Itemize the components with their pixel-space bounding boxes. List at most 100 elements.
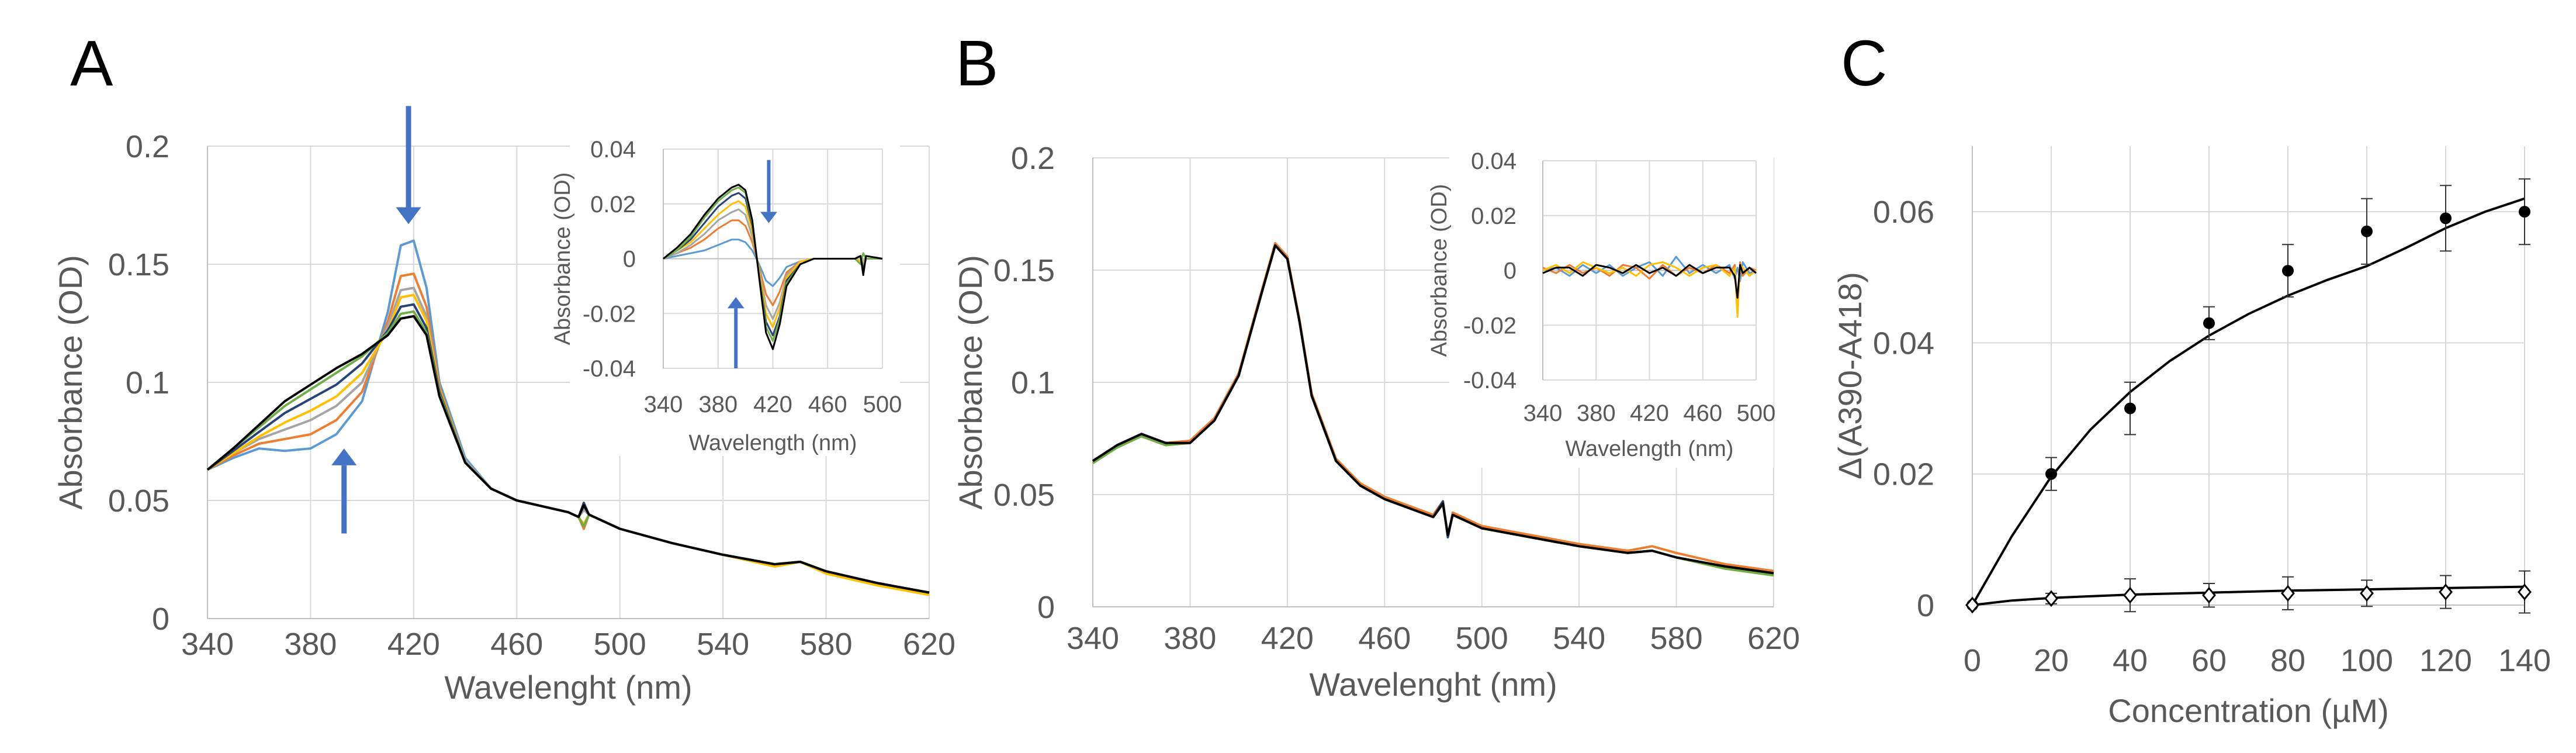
b-main-x-tick-label: 500	[1456, 621, 1508, 656]
a-inset-y-tick-label: -0.02	[583, 301, 636, 327]
a-inset-series-black	[663, 184, 883, 350]
b-main-series-black	[1092, 244, 1774, 575]
b-main-x-tick-label: 460	[1358, 621, 1411, 656]
b-main-y-tick-label: 0.05	[993, 478, 1055, 513]
a-main-y-axis-title: Absorbance (OD)	[52, 255, 89, 510]
a-inset-y-tick-label: 0	[623, 247, 636, 272]
b-main-series-orange	[1092, 241, 1774, 572]
c-main-fit-line-filled	[1971, 197, 2525, 606]
b-inset-y-tick-label: 0	[1504, 258, 1516, 284]
c-main-point-open	[1965, 596, 1979, 614]
b-inset-y-tick-label: -0.02	[1463, 313, 1516, 338]
chart-c-main: 0 20 40 60 80 100 120 140 0 0.02 0.04 0.06 Concentra…	[1831, 146, 2551, 729]
c-main-point-open	[2123, 586, 2137, 604]
c-main-x-tick-label: 120	[2419, 643, 2472, 678]
c-main-x-tick-label: 20	[2034, 643, 2069, 678]
b-inset-x-tick-label: 460	[1683, 400, 1722, 426]
a-inset-series-green	[663, 186, 882, 342]
a-main-y-tick-label: 0.05	[108, 483, 169, 519]
b-main-y-tick-label: 0.2	[1011, 141, 1055, 176]
a-main-x-tick-label: 420	[387, 627, 440, 662]
c-main-point-open	[2360, 585, 2374, 602]
b-main-y-tick-label: 0.15	[993, 253, 1055, 288]
a-main-arrow-up-head	[331, 448, 357, 465]
b-inset-y-axis-title: Absorbance (OD)	[1427, 184, 1452, 357]
a-inset-x-tick-label: 460	[808, 392, 847, 417]
a-inset-arrow-down-head	[760, 212, 777, 223]
panel-label-b: B	[955, 27, 998, 99]
c-main-point-open	[2439, 583, 2453, 600]
b-inset-series-black	[1542, 264, 1757, 299]
a-inset-y-tick-label: 0.04	[590, 137, 636, 163]
a-inset-series-yellow	[663, 200, 883, 329]
a-main-x-tick-label: 580	[800, 627, 853, 662]
b-main-x-tick-label: 620	[1747, 621, 1800, 656]
b-main-x-tick-label: 540	[1553, 621, 1605, 656]
c-main-point-filled	[2203, 317, 2215, 329]
c-main-x-tick-label: 80	[2270, 643, 2305, 678]
b-inset-x-tick-label: 500	[1737, 400, 1776, 426]
b-inset-x-tick-label: 420	[1630, 400, 1669, 426]
b-inset-x-tick-label: 340	[1524, 400, 1563, 426]
c-main-x-tick-label: 100	[2340, 643, 2393, 678]
b-main-x-axis-title: Wavelenght (nm)	[1309, 666, 1557, 703]
b-inset-y-tick-label: -0.04	[1463, 368, 1516, 393]
b-inset-y-tick-label: 0.04	[1471, 148, 1516, 174]
a-main-x-tick-label: 540	[697, 627, 749, 662]
a-main-y-tick-label: 0.15	[108, 247, 169, 282]
b-inset-x-tick-label: 380	[1577, 400, 1616, 426]
a-inset-x-tick-label: 420	[753, 392, 792, 417]
c-main-x-tick-label: 40	[2113, 643, 2148, 678]
c-main-point-open	[2518, 583, 2532, 600]
c-main-point-open	[2281, 585, 2295, 602]
a-main-x-tick-label: 460	[490, 627, 543, 662]
b-main-x-tick-label: 340	[1067, 621, 1119, 656]
c-main-point-filled	[2282, 265, 2294, 277]
c-main-point-filled	[2519, 206, 2530, 218]
a-main-y-tick-label: 0	[152, 602, 169, 637]
a-inset-inset-background	[570, 137, 900, 456]
panel-label-c: C	[1841, 27, 1887, 99]
a-main-x-tick-label: 380	[284, 627, 337, 662]
a-inset-x-tick-label: 500	[863, 392, 902, 417]
chart-a-main: 340 380 420 460 500 540 580 620 0 0.05 0.1 0.15 0.2 W…	[52, 106, 955, 706]
a-main-arrow-down-head	[396, 207, 421, 224]
a-main-x-axis-title: Wavelenght (nm)	[444, 669, 692, 706]
c-main-y-tick-label: 0.06	[1873, 195, 1934, 230]
c-main-x-tick-label: 0	[1964, 643, 1981, 678]
a-inset-x-tick-label: 340	[644, 392, 683, 417]
c-main-point-open	[2202, 586, 2216, 604]
a-main-y-tick-label: 0.1	[126, 365, 169, 400]
panel-label-a: A	[70, 27, 113, 99]
c-main-point-filled	[2361, 225, 2373, 237]
c-main-x-tick-label: 60	[2191, 643, 2227, 678]
a-inset-y-axis-title: Absorbance (OD)	[550, 172, 575, 346]
c-main-y-tick-label: 0	[1917, 588, 1934, 623]
c-main-x-tick-label: 140	[2498, 643, 2551, 678]
b-main-y-tick-label: 0.1	[1011, 365, 1055, 400]
c-main-y-tick-label: 0.04	[1873, 326, 1934, 361]
c-main-point-filled	[2124, 402, 2136, 415]
b-inset-inset-background	[1449, 149, 1774, 468]
b-inset-x-axis-title: Wavelength (nm)	[1566, 437, 1734, 461]
c-main-x-axis-title: Concentration (µM)	[2108, 692, 2388, 729]
a-main-series-black	[206, 315, 930, 594]
a-main-x-tick-label: 500	[594, 627, 646, 662]
a-main-y-tick-label: 0.2	[126, 129, 169, 164]
b-main-y-axis-title: Absorbance (OD)	[952, 255, 989, 510]
a-main-x-tick-label: 340	[181, 627, 234, 662]
c-main-point-filled	[2045, 468, 2057, 480]
b-inset-y-tick-label: 0.02	[1471, 203, 1516, 229]
c-main-y-axis-title: Δ(A390-A418)	[1831, 272, 1868, 479]
c-main-point-filled	[2440, 212, 2452, 224]
b-main-y-tick-label: 0	[1037, 590, 1055, 625]
a-inset-x-tick-label: 380	[698, 392, 738, 417]
a-inset-arrow-up-head	[727, 297, 745, 309]
a-main-x-tick-label: 620	[903, 627, 955, 662]
chart-b-inset: 340 380 420 460 500 0.04 0.02 0 -0.02 -0.04 Wavele…	[1427, 148, 1775, 468]
chart-a-inset: 340 380 420 460 500 -0.04 -0.02 0 0.02 0.04 Wavele…	[550, 137, 902, 456]
c-main-point-open	[2044, 590, 2058, 607]
a-inset-x-axis-title: Wavelength (nm)	[689, 431, 857, 455]
a-inset-y-tick-label: -0.04	[583, 356, 636, 382]
